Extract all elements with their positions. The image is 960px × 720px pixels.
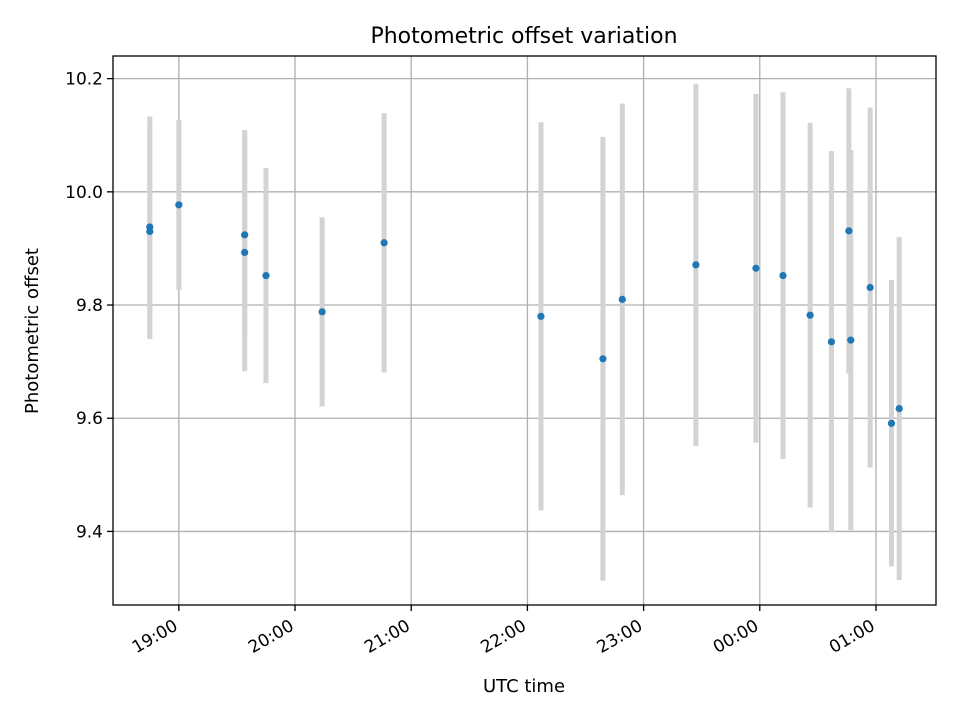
y-tick-label: 9.6 <box>76 409 103 429</box>
x-tick-label: 23:00 <box>594 616 646 658</box>
y-tick-label: 10.2 <box>65 70 103 90</box>
data-point <box>866 283 874 292</box>
x-axis-label: UTC time <box>483 676 565 697</box>
data-point <box>827 338 836 346</box>
data-point <box>895 405 903 413</box>
data-point <box>241 231 249 239</box>
x-tick-label: 19:00 <box>129 616 181 658</box>
x-tick-label: 01:00 <box>826 616 878 658</box>
y-tick-label: 9.8 <box>76 296 103 316</box>
data-point <box>537 312 545 320</box>
data-point <box>599 355 607 363</box>
x-tick-label: 21:00 <box>361 616 413 658</box>
data-point <box>806 311 814 319</box>
data-point <box>241 248 249 256</box>
data-point <box>380 239 388 247</box>
data-point <box>175 201 183 209</box>
plot-frame <box>112 55 937 606</box>
y-tick-label: 9.4 <box>76 522 103 542</box>
error-bar-layer <box>147 83 902 581</box>
data-point <box>318 308 326 316</box>
y-tick-label: 10.0 <box>65 183 103 203</box>
data-point <box>779 272 787 280</box>
data-point <box>618 295 626 303</box>
data-point <box>692 261 700 269</box>
data-point <box>752 264 760 272</box>
data-point <box>262 272 270 280</box>
data-point <box>887 419 896 427</box>
x-tick-label: 00:00 <box>710 616 762 658</box>
data-point <box>845 227 853 235</box>
x-axis: 19:00 20:00 21:00 22:00 23:00 00:00 01:00 <box>129 605 878 658</box>
chart-title: Photometric offset variation <box>370 24 677 49</box>
grid-layer <box>113 56 936 605</box>
point-layer <box>146 201 903 427</box>
y-axis-label: Photometric offset <box>22 248 43 414</box>
x-tick-label: 22:00 <box>477 616 529 658</box>
data-point <box>847 336 855 344</box>
data-point <box>146 227 154 236</box>
x-tick-label: 20:00 <box>245 616 297 658</box>
y-axis: 9.4 9.6 9.8 10.0 10.2 <box>65 70 113 542</box>
